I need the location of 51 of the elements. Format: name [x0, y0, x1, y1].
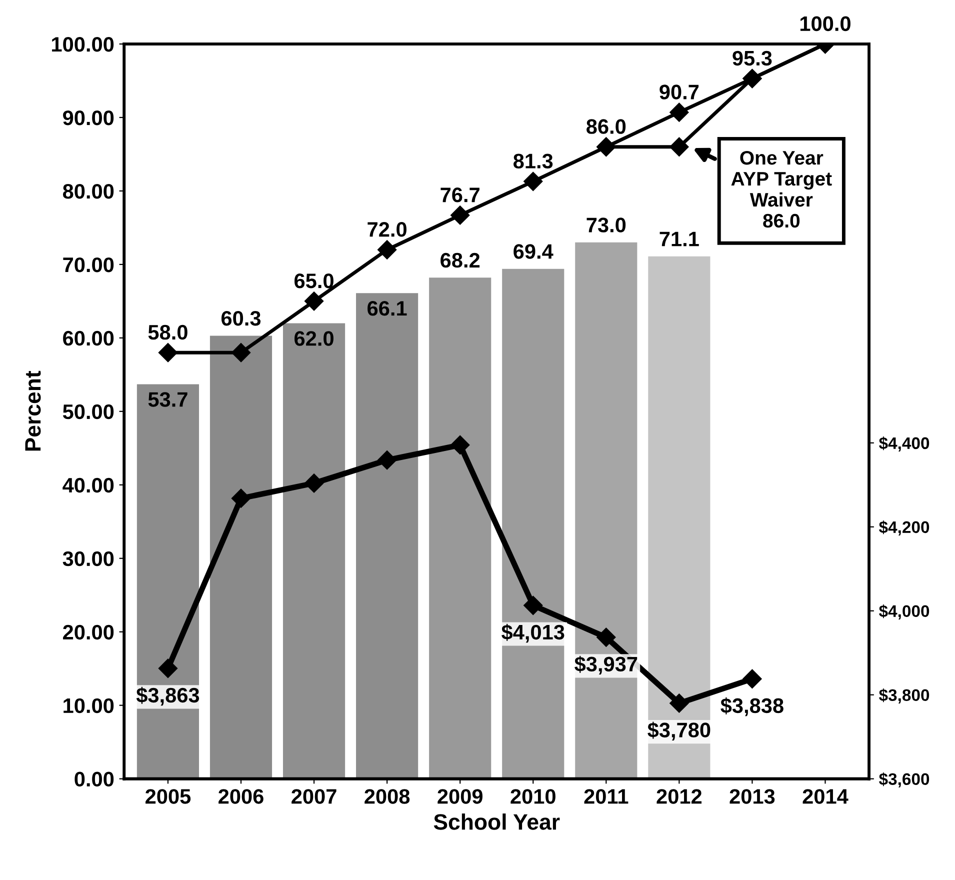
data-label: 66.1: [368, 300, 407, 316]
x-tick-label: 2011: [584, 789, 628, 804]
data-label: 81.3: [514, 154, 553, 168]
y-tick-label: 40.00: [62, 478, 114, 493]
data-label: 100.0: [800, 16, 850, 32]
y-tick-label: 100.00: [52, 37, 114, 52]
data-label: 60.3: [221, 310, 261, 326]
x-tick-label: 2008: [364, 789, 410, 804]
data-label: $3,863: [136, 686, 200, 706]
annotation: One Year AYP Target Waiver 86.0: [731, 150, 832, 228]
y-tick-label: 50.00: [62, 404, 114, 420]
data-label: 95.3: [732, 50, 772, 66]
data-label: 90.7: [660, 84, 699, 100]
data-label: 73.0: [586, 218, 626, 232]
x-tick-label: 2012: [656, 789, 702, 804]
y-axis-title: Percent: [25, 370, 41, 451]
data-label: $3,937: [574, 656, 638, 675]
data-label: 62.0: [294, 331, 334, 346]
y2-tick-label: $3,800: [878, 688, 930, 704]
y-tick-label: 10.00: [64, 698, 114, 714]
y2-tick-label: $3,600: [878, 772, 930, 788]
y-tick-label: 20.00: [63, 624, 114, 640]
y-tick-label: 60.00: [63, 330, 114, 346]
data-label: $4,013: [502, 624, 564, 643]
data-label: 53.7: [148, 392, 188, 407]
y2-tick-label: $4,200: [878, 520, 930, 536]
x-tick-label: 2009: [438, 789, 482, 804]
y-tick-label: 90.00: [63, 110, 114, 126]
x-axis-title: School Year: [434, 814, 560, 830]
y-tick-label: 80.00: [62, 184, 114, 199]
y2-tick-label: $4,400: [878, 436, 930, 452]
x-tick-label: 2005: [146, 789, 191, 804]
data-label: 72.0: [368, 222, 406, 237]
y2-tick-label: $4,000: [878, 604, 930, 620]
data-label: 76.7: [440, 188, 480, 202]
data-label: $3,780: [648, 722, 710, 740]
data-label: $3,838: [720, 697, 784, 716]
data-label: 69.4: [514, 244, 554, 259]
data-label: 71.1: [660, 232, 699, 246]
x-tick-label: 2007: [292, 789, 336, 804]
y-tick-label: 70.00: [63, 257, 114, 272]
data-label: 58.0: [148, 324, 188, 340]
x-tick-label: 2006: [218, 789, 264, 804]
data-label: 68.2: [440, 252, 480, 268]
y-tick-label: 30.00: [62, 551, 114, 566]
x-tick-label: 2014: [802, 789, 848, 804]
y-tick-label: 0.00: [74, 772, 114, 787]
x-tick-label: 2010: [510, 789, 556, 804]
x-tick-label: 2013: [730, 789, 775, 804]
data-label: 65.0: [294, 273, 334, 288]
data-label: 86.0: [586, 119, 626, 134]
